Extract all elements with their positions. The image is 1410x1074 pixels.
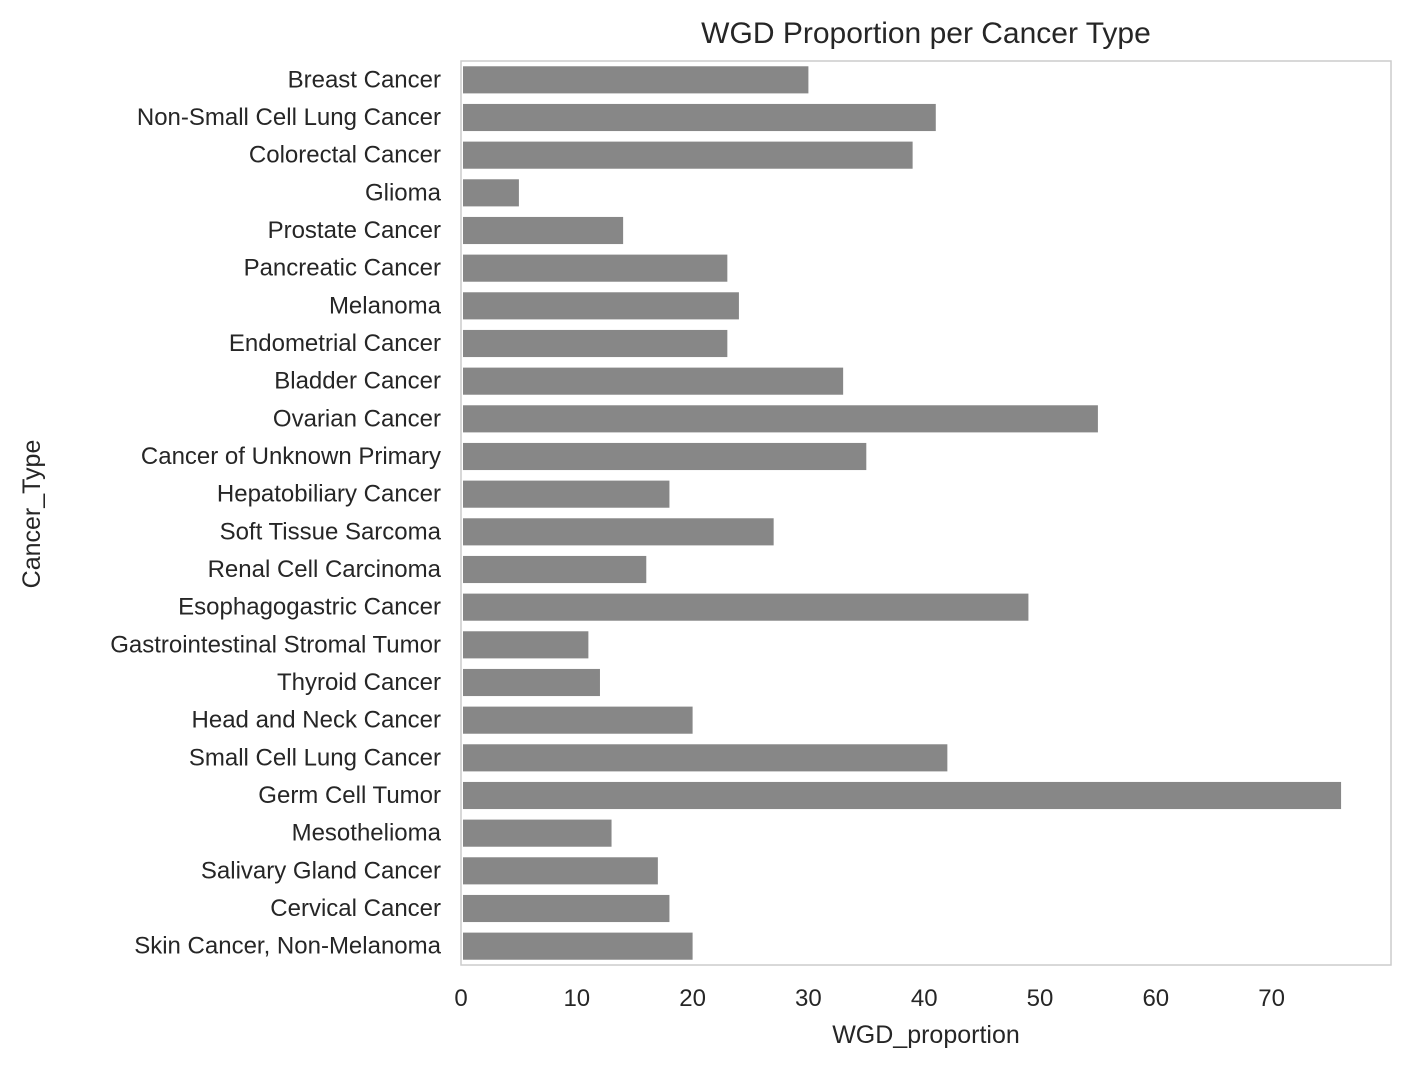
chart-title: WGD Proportion per Cancer Type	[701, 17, 1151, 50]
y-tick-label: Cervical Cancer	[270, 895, 441, 922]
bar	[463, 819, 612, 847]
x-axis-ticks: 0 10 20 30 40 50 60 70	[454, 985, 1285, 1012]
bar	[463, 216, 624, 245]
bar	[463, 668, 600, 697]
bar	[463, 518, 774, 546]
x-tick-label: 60	[1142, 985, 1169, 1012]
y-tick-label: Small Cell Lung Cancer	[189, 744, 441, 771]
y-tick-label: Head and Neck Cancer	[192, 707, 441, 734]
bar	[463, 894, 670, 923]
y-tick-label: Endometrial Cancer	[229, 330, 441, 357]
y-tick-label: Colorectal Cancer	[249, 142, 441, 169]
y-tick-label: Gastrointestinal Stromal Tumor	[110, 631, 441, 658]
y-tick-label: Prostate Cancer	[268, 217, 441, 244]
bar	[463, 141, 913, 169]
y-tick-label: Cancer of Unknown Primary	[141, 443, 441, 470]
bar	[463, 329, 728, 358]
y-tick-label: Melanoma	[329, 292, 442, 319]
y-tick-labels: Breast Cancer Non-Small Cell Lung Cancer C…	[110, 66, 441, 959]
bar	[463, 405, 1098, 433]
y-tick-label: Breast Cancer	[288, 66, 441, 93]
y-tick-label: Salivary Gland Cancer	[201, 857, 441, 884]
x-tick-label: 50	[1027, 985, 1054, 1012]
bar	[463, 480, 670, 508]
y-tick-label: Ovarian Cancer	[273, 405, 441, 432]
x-tick-label: 30	[795, 985, 822, 1012]
x-tick-label: 0	[454, 985, 467, 1012]
bar	[463, 292, 739, 320]
y-tick-label: Bladder Cancer	[274, 368, 441, 395]
y-tick-label: Skin Cancer, Non-Melanoma	[134, 933, 441, 960]
y-tick-label: Pancreatic Cancer	[244, 255, 441, 282]
y-tick-label: Glioma	[365, 179, 442, 206]
bars-group	[463, 66, 1342, 960]
y-tick-label: Esophagogastric Cancer	[178, 594, 441, 621]
x-tick-label: 40	[911, 985, 938, 1012]
bar	[463, 631, 589, 659]
bar	[463, 103, 936, 132]
y-tick-label: Renal Cell Carcinoma	[208, 556, 442, 583]
y-tick-label: Non-Small Cell Lung Cancer	[137, 104, 441, 131]
y-tick-label: Soft Tissue Sarcoma	[220, 518, 442, 545]
bar	[463, 66, 809, 94]
x-tick-label: 70	[1258, 985, 1285, 1012]
y-axis-label: Cancer_Type	[18, 440, 46, 589]
bar	[463, 593, 1029, 621]
x-tick-label: 20	[679, 985, 706, 1012]
plot-frame	[460, 60, 1392, 966]
x-axis-label: WGD_proportion	[832, 1021, 1020, 1049]
bar	[463, 781, 1342, 810]
y-tick-label: Germ Cell Tumor	[258, 782, 441, 809]
y-tick-label: Mesothelioma	[292, 820, 442, 847]
bar	[463, 442, 867, 471]
y-tick-label: Hepatobiliary Cancer	[217, 481, 441, 508]
bar	[463, 179, 519, 207]
bar	[463, 932, 693, 960]
bar	[463, 706, 693, 734]
bar	[463, 555, 647, 584]
bar	[463, 857, 658, 885]
y-tick-label: Thyroid Cancer	[277, 669, 441, 696]
x-tick-label: 10	[563, 985, 590, 1012]
bar	[463, 254, 728, 282]
bar	[463, 744, 948, 772]
bar	[463, 367, 844, 395]
